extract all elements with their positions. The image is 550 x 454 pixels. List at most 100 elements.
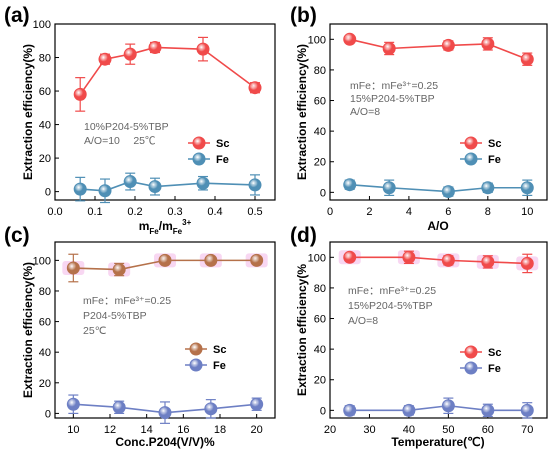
y-axis-label: Extraction efficiency(% [295,264,309,396]
series-sc [343,32,534,66]
data-point [481,403,495,417]
data-point [112,263,126,277]
y-tick-label: 40 [39,120,51,132]
legend-entry-fe: Fe [185,358,226,372]
y-tick-label: 20 [314,157,326,169]
y-tick-label: 40 [314,344,326,356]
legend-entry-sc: Sc [185,342,226,356]
data-point [382,181,396,195]
data-point [123,175,137,189]
legend-marker [464,152,478,166]
x-axis-label: mFe/mFe3+ [139,218,192,236]
x-tick-label: 14 [141,424,153,436]
annotation-text: mFe：mFe³⁺=0.25 [348,285,436,297]
data-point [98,184,112,198]
y-tick-label: 40 [39,347,51,359]
annotation-text: 25℃ [83,325,107,337]
y-tick-label: 100 [308,34,326,46]
legend-marker [464,345,478,359]
data-point [402,250,416,264]
data-point [248,178,262,192]
data-point [343,250,357,264]
legend-label: Sc [216,138,229,150]
series-line [349,404,528,412]
y-tick-label: 0 [45,408,51,420]
y-tick-label: 80 [39,286,51,298]
data-point [158,406,172,420]
plot-frame [329,23,548,201]
data-point [73,87,87,101]
x-tick-label: 0 [327,206,333,218]
legend-entry-sc: Sc [188,136,229,150]
y-tick-label: 60 [39,86,51,98]
legend-label: Fe [216,154,229,166]
legend-entry-sc: Sc [460,136,501,150]
plot-frame [54,23,276,201]
x-tick-label: 2 [366,206,372,218]
data-point [148,180,162,194]
series-fe [73,172,262,204]
x-tick-label: 10 [521,206,533,218]
y-axis-label: Extraction efficiency(%) [295,44,309,180]
data-point [441,38,455,52]
legend-label: Sc [488,347,501,359]
annotation-text: mFe：mFe³⁺=0.25 [350,80,438,92]
y-tick-label: 20 [39,378,51,390]
x-tick-label: 40 [403,424,415,436]
x-tick-label: 50 [442,424,454,436]
legend-entry-sc: Sc [460,345,501,359]
legend-entry-fe: Fe [460,152,501,166]
annotation-text: 10%P204-5%TBP [84,121,169,133]
data-point [441,253,455,267]
x-tick-label: 18 [214,424,226,436]
series-fe [343,397,534,419]
x-tick-label: 0.4 [207,206,222,218]
data-point [481,37,495,51]
annotation-text: mFe：mFe³⁺=0.25 [83,295,171,307]
legend-marker [189,358,203,372]
data-point [343,403,357,417]
legend-marker [464,361,478,375]
data-point [481,181,495,195]
y-tick-label: 20 [314,375,326,387]
legend-label: Sc [213,344,226,356]
data-point [520,52,534,66]
y-tick-label: 80 [314,283,326,295]
legend-entry-fe: Fe [460,361,501,375]
legend-label: Fe [488,154,501,166]
legend-marker [192,136,206,150]
x-axis-label: Temperature(℃) [391,435,484,449]
x-tick-label: 60 [482,424,494,436]
chart-panel-0: (a) 0.0 0.1 0.2 0.3 0.4 0.5 0 20 40 60 80 100 Extract… [4,4,276,236]
x-tick-label: 70 [521,424,533,436]
y-tick-label: 0 [45,187,51,199]
y-tick-label: 100 [33,19,51,31]
series-line [349,38,528,60]
data-point [441,185,455,199]
legend-label: Fe [488,363,501,375]
legend-marker [189,342,203,356]
y-tick-label: 0 [320,187,326,199]
x-axis-label: A/O [427,219,448,233]
data-point [481,255,495,269]
y-tick-label: 80 [39,53,51,65]
x-tick-label: 20 [324,424,336,436]
data-point [112,400,126,414]
data-point [402,403,416,417]
y-axis-label: Extraction efficiency(%) [21,44,35,180]
legend-marker [192,152,206,166]
annotation-text: A/O=10 25℃ [84,135,156,147]
legend-label: Fe [213,360,226,372]
y-tick-label: 60 [314,96,326,108]
data-point [520,181,534,195]
series-sc [338,250,539,274]
x-tick-label: 10 [67,424,79,436]
x-tick-label: 6 [445,206,451,218]
y-tick-label: 0 [320,405,326,417]
x-tick-label: 0.2 [127,206,142,218]
panel-label: (a) [4,4,30,27]
